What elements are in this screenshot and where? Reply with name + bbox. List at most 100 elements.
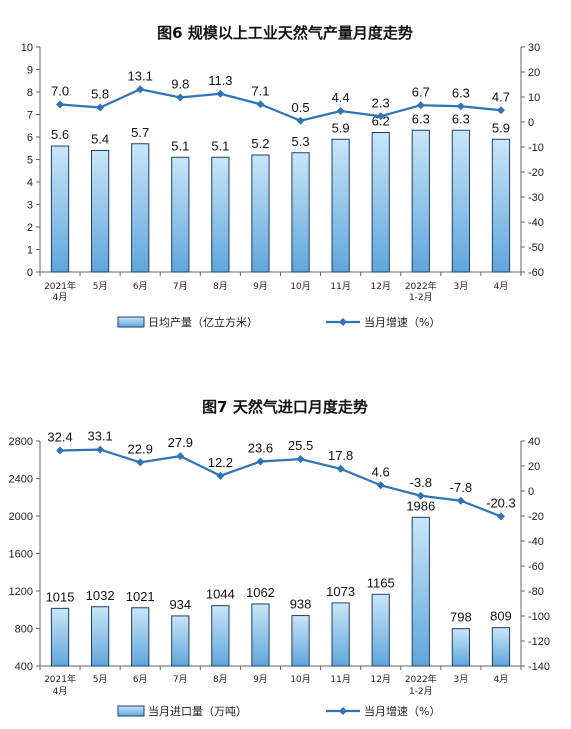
growth-rate-line	[60, 448, 502, 518]
left-tick-label: 0	[27, 267, 33, 279]
bar-value-label: 5.2	[251, 136, 269, 151]
bar-value-label: 934	[169, 597, 191, 612]
bar-value-label: 5.1	[171, 138, 189, 153]
x-tick-label: 6月	[133, 674, 148, 685]
left-tick-label: 1200	[9, 586, 33, 598]
legend-bar-swatch	[117, 316, 145, 328]
bar	[131, 143, 150, 273]
x-tick-label: 12月	[370, 674, 390, 685]
legend-line-marker	[339, 318, 347, 326]
bar	[291, 152, 310, 273]
line-point	[56, 100, 65, 109]
bar	[211, 156, 230, 273]
line-point	[256, 100, 265, 109]
left-tick-label: 3	[27, 200, 33, 212]
line-point	[376, 481, 385, 490]
bar	[331, 602, 350, 667]
x-tick-label: 10月	[290, 281, 310, 292]
right-tick-label: -140	[528, 661, 550, 673]
bar-value-label: 1073	[326, 584, 355, 599]
bar	[411, 516, 430, 667]
line-value-label: 32.4	[47, 430, 72, 445]
line-point	[176, 452, 185, 461]
right-tick-label: -120	[528, 636, 550, 648]
line-point	[456, 496, 465, 505]
line-value-label: 4.6	[372, 464, 390, 479]
left-tick-label: 2800	[9, 436, 33, 448]
bar-value-label: 1032	[86, 588, 115, 603]
right-tick-label: -20	[528, 511, 544, 523]
right-tick-label: 20	[528, 461, 540, 473]
bar-value-label: 809	[490, 609, 512, 624]
chart-title: 图6 规模以上工业天然气产量月度走势	[157, 24, 413, 42]
bar	[50, 607, 70, 667]
x-tick-label: 6月	[133, 281, 148, 292]
line-point	[416, 491, 425, 500]
bar-value-label: 1015	[46, 589, 75, 604]
line-point	[216, 471, 225, 480]
line-value-label: 5.8	[91, 87, 109, 102]
bar-value-label: 5.3	[292, 134, 310, 149]
line-point	[496, 512, 505, 521]
line-value-label: 17.8	[328, 448, 353, 463]
line-point	[56, 446, 65, 455]
line-value-label: 13.1	[128, 68, 153, 83]
line-value-label: 11.3	[208, 73, 232, 88]
x-tick-label: 7月	[173, 281, 188, 292]
line-value-label: 27.9	[168, 435, 193, 450]
right-tick-label: 10	[528, 92, 540, 104]
right-tick-label: -80	[528, 586, 544, 598]
legend: 日均产量（亿立方米） 当月增速（%）	[117, 315, 440, 329]
x-tick-label: 1-2月	[409, 292, 433, 303]
bar-value-label: 6.3	[412, 111, 430, 126]
bar	[50, 145, 70, 273]
growth-rate-line	[59, 88, 502, 122]
left-tick-label: 800	[15, 624, 33, 636]
right-tick-label: 0	[528, 117, 534, 129]
line-value-label: 23.6	[248, 441, 273, 456]
line-value-label: 25.5	[288, 438, 313, 453]
line-point	[416, 101, 425, 110]
left-tick-label: 7	[27, 110, 33, 122]
line-point	[136, 85, 145, 94]
bar	[331, 138, 350, 273]
right-tick-label: -40	[528, 536, 544, 548]
bar	[411, 129, 430, 273]
bar-value-label: 5.7	[131, 125, 149, 140]
x-tick-label: 1-2月	[409, 686, 433, 697]
bar-value-label: 5.9	[492, 120, 510, 135]
line-value-label: 6.3	[452, 85, 470, 100]
line-value-label: 9.8	[171, 77, 189, 92]
x-tick-label: 8月	[213, 674, 228, 685]
legend-bar-label: 当月进口量（万吨）	[148, 704, 247, 718]
legend: 当月进口量（万吨） 当月增速（%）	[117, 704, 440, 718]
x-tick-label: 2021年	[44, 673, 76, 685]
x-tick-label: 11月	[330, 674, 350, 685]
line-value-label: 33.1	[87, 429, 112, 444]
bar	[291, 615, 310, 667]
line-value-label: 4.4	[332, 90, 350, 105]
left-tick-label: 2000	[9, 511, 33, 523]
bar	[91, 606, 110, 667]
right-tick-label: -100	[528, 611, 550, 623]
bar	[171, 156, 190, 273]
chart-natural-gas-production: 图6 规模以上工业天然气产量月度走势 0 1 2 3 4 5 6 7 8 9 10 -60 -50 -40 -…	[21, 24, 544, 329]
line-value-label: 7.1	[251, 83, 269, 98]
left-tick-label: 5	[27, 155, 33, 167]
left-tick-label: 1	[27, 245, 33, 257]
bar-value-label: 5.1	[211, 138, 229, 153]
left-tick-label: 1600	[9, 549, 33, 561]
left-tick-label: 10	[21, 42, 33, 54]
chart-title: 图7 天然气进口月度走势	[202, 398, 368, 416]
bar-value-label: 1062	[246, 585, 275, 600]
bar	[451, 628, 470, 667]
left-tick-label: 400	[15, 661, 33, 673]
bar	[491, 138, 511, 273]
line-point	[176, 93, 185, 102]
x-tick-label: 9月	[253, 674, 268, 685]
right-tick-label: -40	[528, 217, 544, 229]
bar-value-label: 1165	[367, 575, 395, 590]
line-value-label: 4.7	[492, 89, 510, 104]
legend-line-label: 当月增速（%）	[364, 315, 440, 329]
